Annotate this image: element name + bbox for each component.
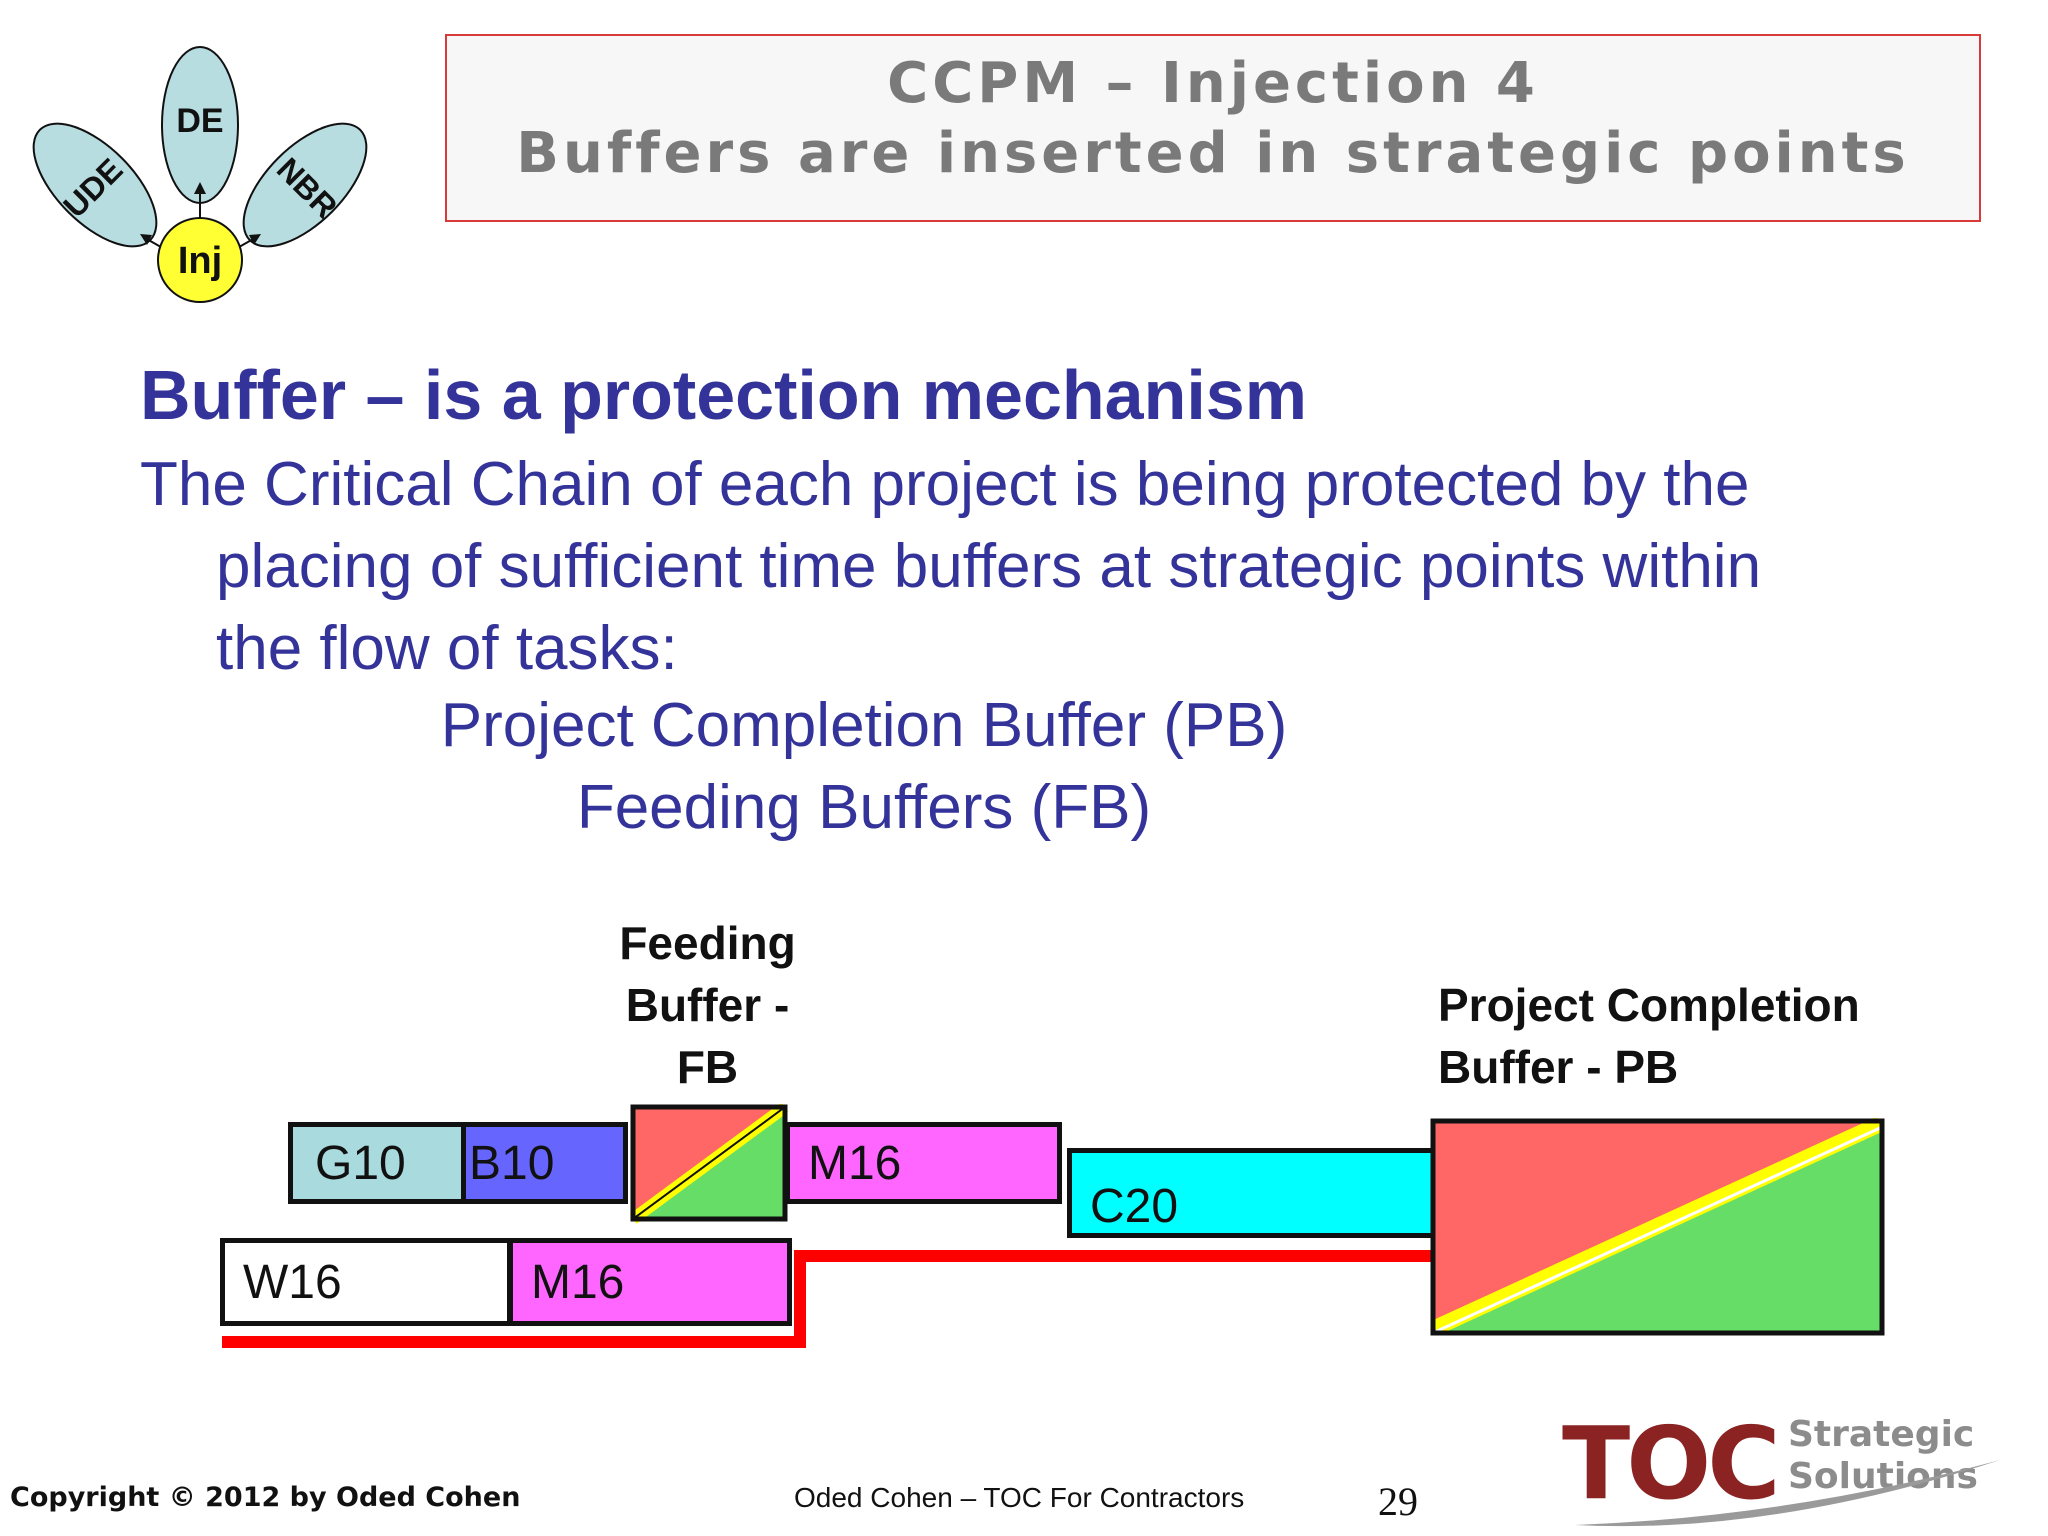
petal-de-label: DE [176, 102, 223, 140]
injection-logo-diagram: DE UDE NBR Inj [32, 46, 368, 303]
pb-label-line1: Project Completion [1438, 979, 1860, 1031]
pb-label-line2: Buffer - PB [1438, 1041, 1679, 1093]
slide-title-line2: Buffers are inserted in strategic points [516, 121, 1910, 186]
task-c20-label: C20 [1090, 1179, 1179, 1233]
task-g10-label: G10 [315, 1136, 406, 1190]
pb-label: Project Completion Buffer - PB [1438, 974, 1860, 1098]
task-g10: G10 [288, 1122, 466, 1204]
section-heading: Buffer – is a protection mechanism [140, 356, 1307, 434]
body-line-3: the flow of tasks: [216, 614, 678, 683]
task-w16: W16 [220, 1238, 512, 1326]
toc-logo-text: TOC [1562, 1405, 1781, 1522]
task-m16-top: M16 [785, 1122, 1062, 1204]
footer-title: Oded Cohen – TOC For Contractors [794, 1482, 1245, 1513]
fb-label-line3: FB [676, 1041, 739, 1093]
task-m16-top-label: M16 [808, 1136, 902, 1190]
fb-label: Feeding Buffer - FB [600, 912, 815, 1098]
task-c20: C20 [1067, 1148, 1447, 1238]
arrowhead-nbr [249, 234, 261, 245]
arrowhead-ude [140, 234, 152, 245]
fb-label-line2: Buffer - [625, 979, 790, 1031]
toc-logo-swoosh [1575, 1460, 2000, 1527]
task-m16-bottom-label: M16 [531, 1255, 625, 1309]
fb-label-line1: Feeding [619, 917, 796, 969]
feeding-buffer [630, 1104, 789, 1224]
slide-title-box: CCPM – Injection 4 Buffers are inserted … [445, 34, 1981, 222]
buffer-item-pb: Project Completion Buffer (PB) [440, 691, 1288, 760]
project-buffer [1430, 1118, 1885, 1336]
slide-title-line1: CCPM – Injection 4 [887, 51, 1539, 116]
task-w16-label: W16 [243, 1255, 342, 1309]
arrowhead-de [194, 182, 206, 194]
buffer-item-fb: Feeding Buffers (FB) [576, 773, 1152, 842]
body-line-1: The Critical Chain of each project is be… [140, 450, 1750, 519]
task-b10: B10 [438, 1122, 628, 1204]
inj-circle [157, 217, 243, 303]
task-b10-label: B10 [469, 1136, 555, 1190]
task-m16-bottom: M16 [508, 1238, 792, 1326]
page-number: 29 [1378, 1479, 1418, 1524]
copyright-text: Copyright © 2012 by Oded Cohen [10, 1482, 521, 1513]
toc-logo-strategic: Strategic [1788, 1414, 1975, 1455]
inj-label: Inj [178, 240, 222, 282]
body-line-2: placing of sufficient time buffers at st… [216, 532, 1762, 601]
